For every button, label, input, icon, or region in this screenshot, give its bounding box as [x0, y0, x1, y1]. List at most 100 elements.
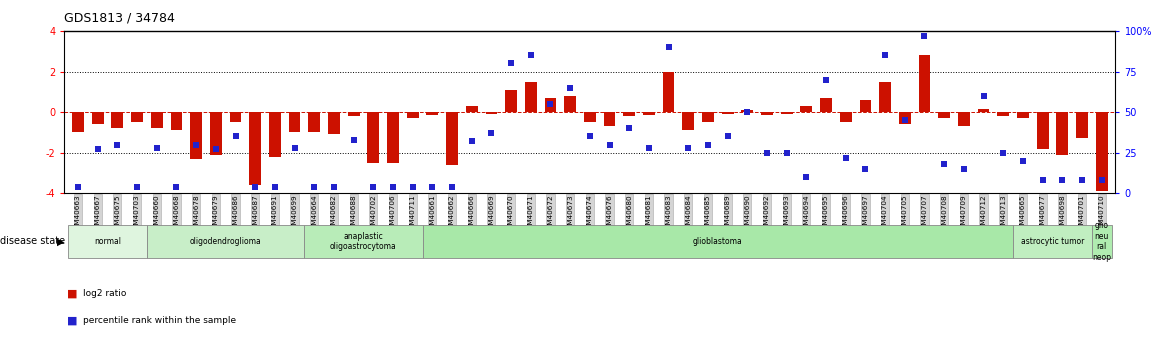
Bar [820, 98, 832, 112]
Bar [860, 100, 871, 112]
Bar [702, 112, 714, 122]
Point [1014, 158, 1033, 164]
Point [383, 184, 402, 189]
Bar [1037, 112, 1049, 149]
Text: astrocytic tumor: astrocytic tumor [1021, 237, 1084, 246]
FancyBboxPatch shape [423, 225, 1013, 258]
Point [482, 130, 501, 136]
Point [679, 145, 697, 150]
Point [758, 150, 777, 155]
Point [245, 184, 264, 189]
FancyBboxPatch shape [68, 225, 147, 258]
Text: oligodendroglioma: oligodendroglioma [189, 237, 262, 246]
Bar [506, 90, 517, 112]
Bar [722, 112, 734, 114]
Bar [584, 112, 596, 122]
FancyBboxPatch shape [147, 225, 305, 258]
Bar [564, 96, 576, 112]
Bar [190, 112, 202, 159]
Point [285, 145, 304, 150]
Point [738, 109, 757, 115]
Point [89, 147, 107, 152]
Text: anaplastic
oligoastrocytoma: anaplastic oligoastrocytoma [331, 232, 397, 251]
Point [167, 184, 186, 189]
Bar [446, 112, 458, 165]
Point [443, 184, 461, 189]
Bar [348, 112, 360, 116]
Point [69, 184, 88, 189]
Bar [958, 112, 969, 126]
Point [502, 61, 521, 66]
Point [954, 166, 973, 171]
Point [580, 134, 599, 139]
Bar [308, 112, 320, 132]
Bar [780, 112, 793, 114]
Point [561, 85, 579, 91]
Bar [210, 112, 222, 155]
Point [934, 161, 953, 167]
Point [1092, 177, 1111, 183]
Bar [328, 112, 340, 135]
Bar [131, 112, 142, 122]
Point [718, 134, 737, 139]
Bar [92, 112, 104, 124]
Bar [997, 112, 1009, 116]
Point [974, 93, 993, 99]
Bar [368, 112, 380, 163]
Bar [1096, 112, 1107, 191]
Bar [426, 112, 438, 115]
Text: log2 ratio: log2 ratio [83, 289, 126, 298]
Point [127, 184, 146, 189]
Bar [918, 55, 931, 112]
Bar [486, 112, 498, 114]
Bar [269, 112, 280, 157]
Text: ▶: ▶ [57, 237, 64, 246]
Bar [406, 112, 418, 118]
Point [265, 184, 284, 189]
Point [640, 145, 659, 150]
Bar [249, 112, 262, 185]
Text: GDS1813 / 34784: GDS1813 / 34784 [64, 11, 175, 24]
Bar [72, 112, 84, 132]
Point [541, 101, 559, 107]
FancyBboxPatch shape [305, 225, 423, 258]
Text: glioblastoma: glioblastoma [693, 237, 743, 246]
Point [600, 142, 619, 147]
FancyBboxPatch shape [1013, 225, 1092, 258]
Point [403, 184, 422, 189]
Text: percentile rank within the sample: percentile rank within the sample [83, 316, 236, 325]
Text: disease state: disease state [0, 237, 65, 246]
Point [778, 150, 797, 155]
Point [325, 184, 343, 189]
Point [423, 184, 442, 189]
Point [187, 142, 206, 147]
Bar [230, 112, 242, 122]
Bar [682, 112, 694, 130]
Bar [288, 112, 300, 132]
Point [463, 139, 481, 144]
Text: ■: ■ [67, 288, 77, 298]
Point [521, 52, 540, 58]
Bar [604, 112, 616, 126]
Text: normal: normal [95, 237, 121, 246]
Point [836, 155, 855, 160]
Point [109, 142, 127, 147]
Point [916, 33, 934, 39]
Bar [151, 112, 162, 128]
Point [994, 150, 1013, 155]
Bar [742, 110, 753, 112]
Point [364, 184, 383, 189]
Bar [978, 109, 989, 112]
Point [147, 145, 166, 150]
Bar [662, 71, 674, 112]
Point [797, 174, 815, 180]
Bar [800, 106, 812, 112]
Point [659, 45, 677, 50]
Bar [544, 98, 556, 112]
Bar [938, 112, 950, 118]
Bar [899, 112, 911, 124]
Point [227, 134, 245, 139]
Point [856, 166, 875, 171]
Point [896, 117, 915, 123]
Point [1052, 177, 1071, 183]
